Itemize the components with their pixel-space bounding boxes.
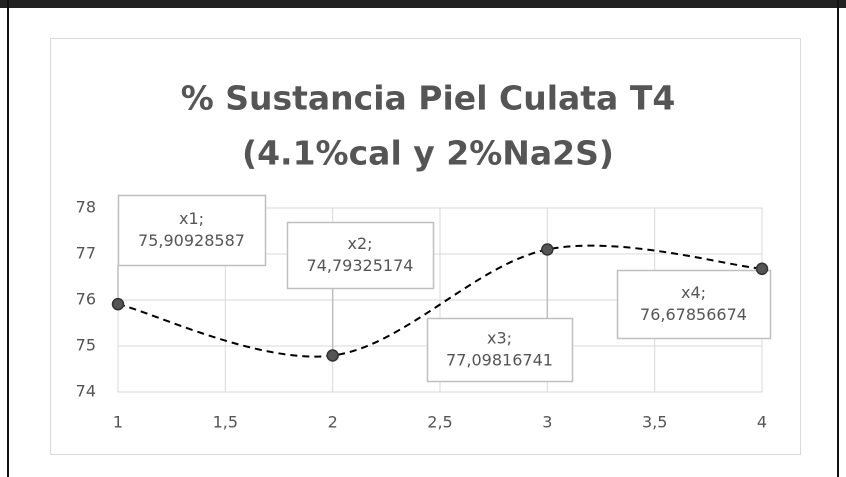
data-label: x3; 77,09816741 <box>446 328 553 369</box>
marker <box>541 243 554 256</box>
y-tick-label: 74 <box>76 382 96 401</box>
x-tick-label: 1,5 <box>213 413 238 432</box>
marker <box>326 349 339 362</box>
data-label-box <box>286 221 435 290</box>
marker <box>111 297 125 311</box>
data-label: x4; 76,67856674 <box>640 283 747 324</box>
trend-line <box>117 244 763 358</box>
chart-title: (4.1%cal y 2%Na2S) <box>242 134 614 173</box>
y-tick-label: 76 <box>76 290 96 309</box>
data-label-box <box>117 194 267 267</box>
data-label: x2; 74,79325174 <box>307 234 414 275</box>
y-tick-label: 77 <box>76 244 96 263</box>
data-label: x1; 75,90928587 <box>138 209 245 250</box>
x-tick-label: 3,5 <box>642 413 667 432</box>
x-tick-label: 2,5 <box>427 413 452 432</box>
top-bar <box>0 0 846 8</box>
x-tick-label: 3 <box>542 413 552 432</box>
chart-title: % Sustancia Piel Culata T4 <box>181 79 676 118</box>
x-tick-label: 4 <box>757 413 767 432</box>
x-tick-label: 2 <box>328 413 338 432</box>
y-tick-label: 75 <box>76 336 96 355</box>
x-tick-label: 1 <box>113 413 123 432</box>
data-label-box <box>426 317 574 383</box>
y-tick-label: 78 <box>76 198 96 217</box>
marker <box>755 262 769 276</box>
data-label-box <box>616 269 772 340</box>
